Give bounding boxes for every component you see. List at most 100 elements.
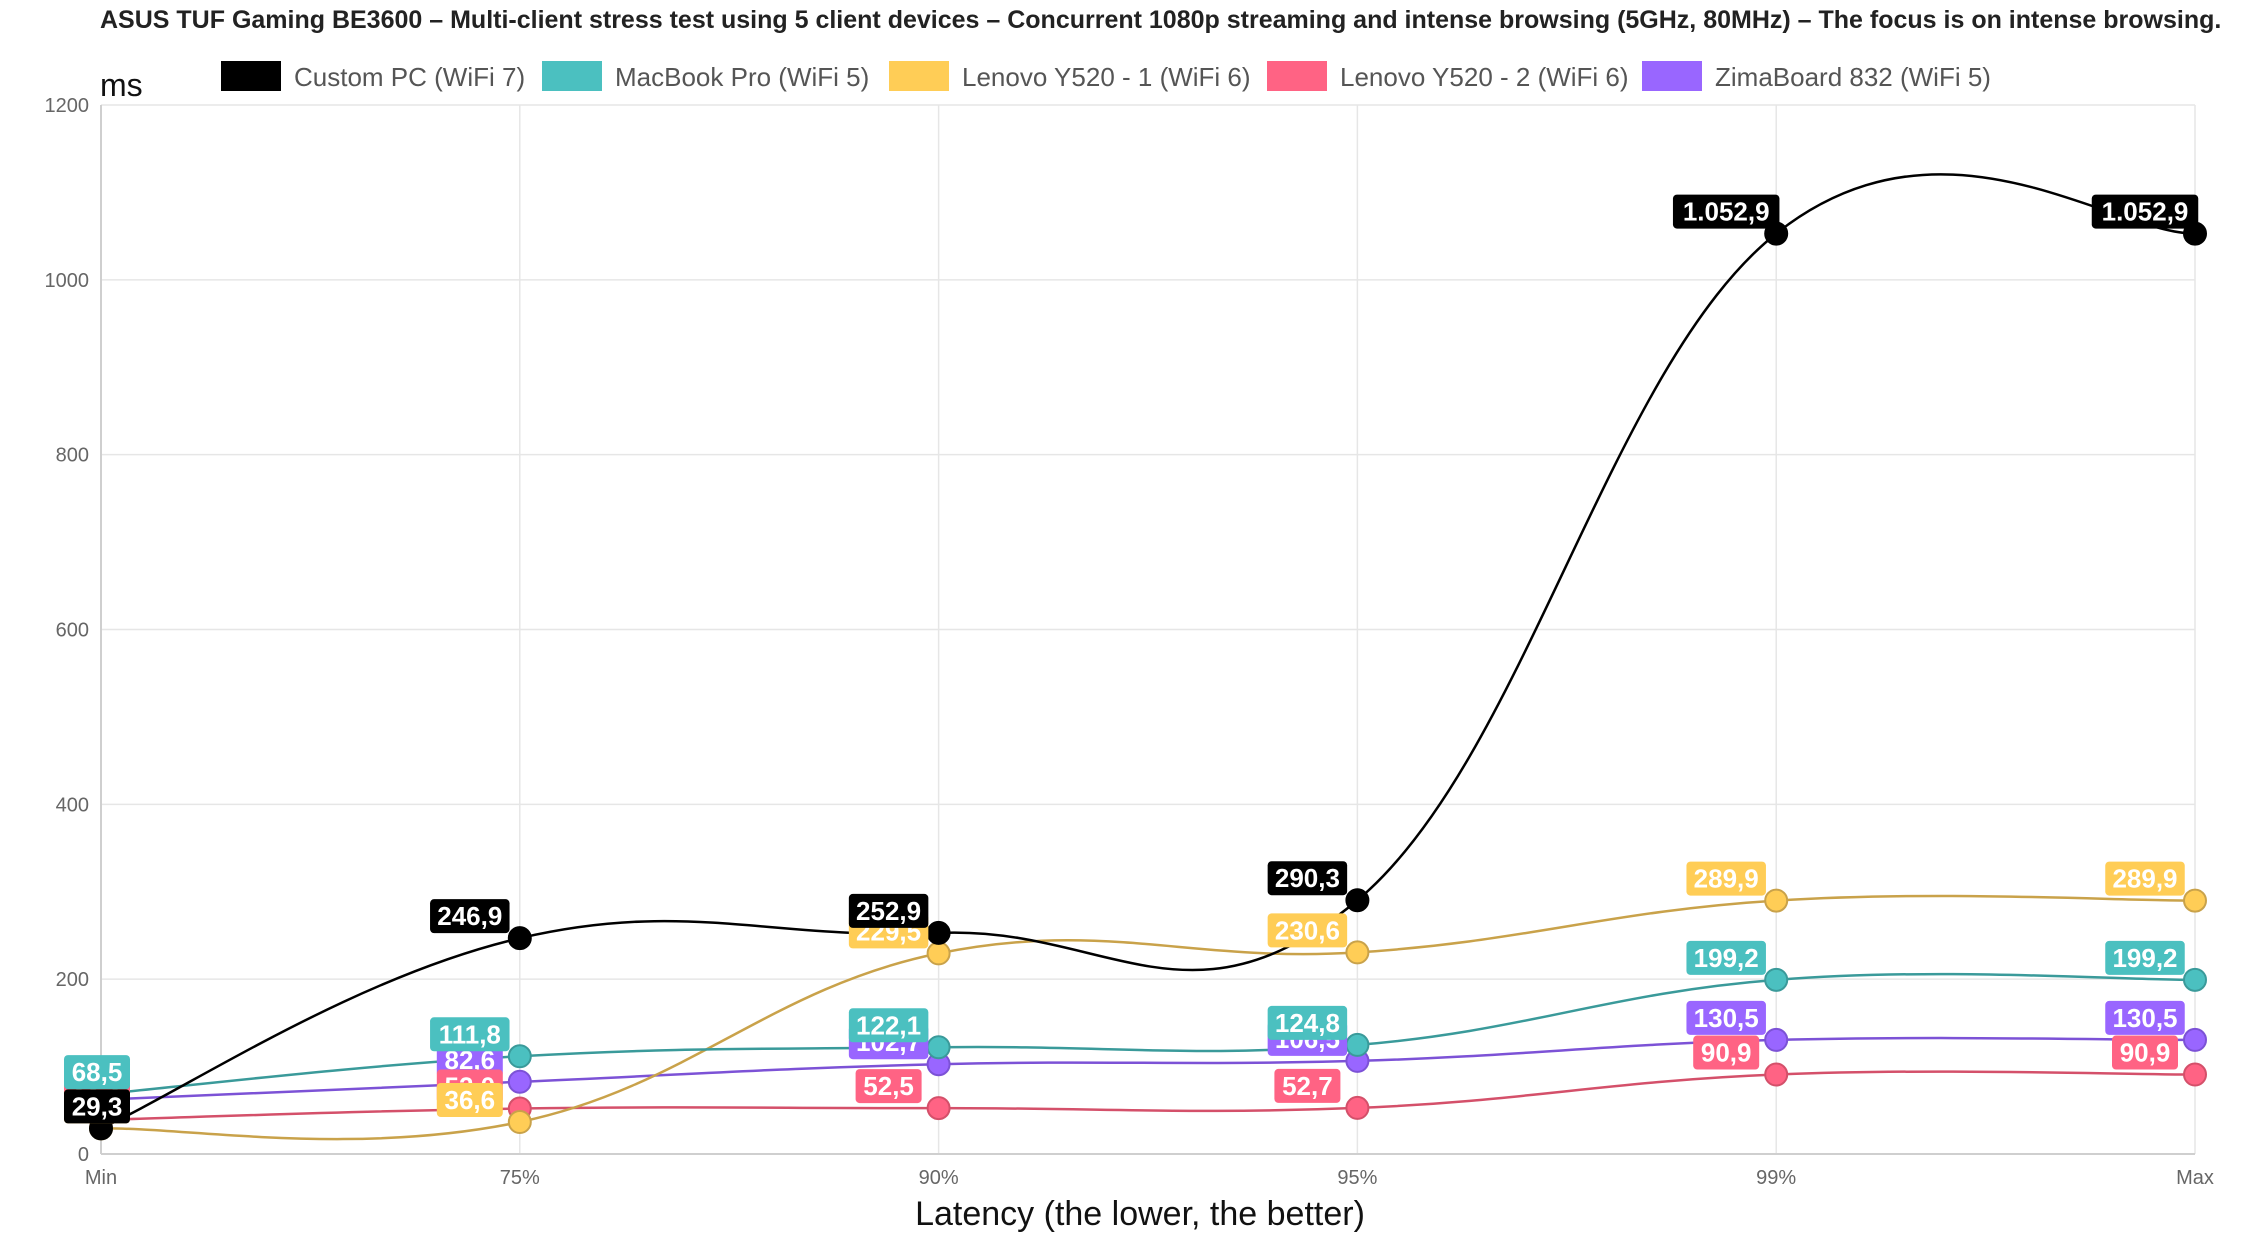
series-line bbox=[100, 972, 2196, 1096]
data-point bbox=[507, 1069, 532, 1094]
data-point bbox=[1764, 1062, 1789, 1087]
x-axis-ticks: Min 75% 90% 95% 99% Max bbox=[85, 1167, 2214, 1189]
data-label-box bbox=[848, 893, 929, 928]
data-label-box bbox=[436, 1042, 503, 1077]
data-point bbox=[926, 1096, 951, 1121]
data-label-box bbox=[1267, 913, 1348, 948]
data-label-box bbox=[1686, 940, 1766, 975]
data-point bbox=[1345, 888, 1370, 913]
series-points bbox=[89, 221, 2207, 1141]
y-tick-label: 1000 bbox=[45, 270, 90, 292]
series-lines bbox=[100, 173, 2196, 1141]
series-line bbox=[100, 1070, 2196, 1122]
data-point bbox=[926, 920, 951, 945]
data-label-box bbox=[430, 899, 510, 934]
legend-label: Custom PC (WiFi 7) bbox=[294, 62, 525, 92]
data-labels: 62,082,6102,7106,5130,5130,539,052,052,5… bbox=[64, 194, 2199, 1124]
data-label: 290,3 bbox=[1275, 863, 1340, 893]
data-label: 130,5 bbox=[2112, 1003, 2177, 1033]
data-label-box bbox=[848, 1008, 929, 1043]
legend: Custom PC (WiFi 7) MacBook Pro (WiFi 5) Le… bbox=[221, 61, 1991, 92]
legend-swatch bbox=[1642, 61, 1702, 91]
data-label: 1.052,9 bbox=[2102, 197, 2189, 227]
y-tick-label: 1200 bbox=[45, 95, 90, 117]
x-tick-label: 99% bbox=[1756, 1167, 1796, 1189]
legend-swatch bbox=[542, 61, 602, 91]
legend-swatch bbox=[889, 61, 949, 91]
data-label: 52,5 bbox=[863, 1071, 914, 1101]
data-point bbox=[2183, 967, 2207, 992]
data-label-box bbox=[436, 1083, 503, 1118]
series-line bbox=[100, 173, 2196, 1130]
data-point bbox=[507, 1110, 532, 1135]
data-point bbox=[2183, 1027, 2207, 1052]
data-label: 230,6 bbox=[1275, 915, 1340, 945]
data-point bbox=[2183, 1062, 2207, 1087]
x-tick-label: 95% bbox=[1337, 1167, 1377, 1189]
x-tick-label: Max bbox=[2176, 1167, 2214, 1189]
data-label-box bbox=[1693, 1035, 1760, 1070]
data-label-box bbox=[1267, 1005, 1348, 1040]
data-label-box bbox=[64, 1089, 130, 1124]
data-label-box bbox=[1686, 861, 1766, 896]
data-label: 252,9 bbox=[856, 896, 921, 926]
data-point bbox=[1764, 888, 1789, 913]
data-label-box bbox=[2105, 1000, 2185, 1035]
x-tick-label: 90% bbox=[919, 1167, 959, 1189]
data-label: 29,3 bbox=[72, 1091, 123, 1121]
data-label: 130,5 bbox=[1694, 1003, 1759, 1033]
x-tick-label: 75% bbox=[500, 1167, 540, 1189]
data-label-box bbox=[1672, 194, 1780, 229]
data-label-box bbox=[2105, 940, 2185, 975]
y-tick-label: 600 bbox=[56, 620, 89, 642]
data-label: 289,9 bbox=[2112, 864, 2177, 894]
data-label: 246,9 bbox=[437, 901, 502, 931]
chart-title: ASUS TUF Gaming BE3600 – Multi-client st… bbox=[100, 6, 2221, 34]
legend-swatch bbox=[221, 61, 281, 91]
legend-label: ZimaBoard 832 (WiFi 5) bbox=[1715, 62, 1991, 92]
x-tick-label: Min bbox=[85, 1167, 117, 1189]
data-label-box bbox=[855, 1069, 922, 1104]
y-axis-ticks: 0 200 400 600 800 1000 1200 bbox=[45, 95, 90, 1166]
legend-swatch bbox=[1267, 61, 1327, 91]
data-point bbox=[507, 1044, 532, 1069]
data-label-box bbox=[1274, 1068, 1341, 1103]
y-tick-label: 200 bbox=[56, 969, 89, 991]
data-point bbox=[507, 926, 532, 951]
data-point bbox=[1764, 1027, 1789, 1052]
data-label: 36,6 bbox=[444, 1085, 495, 1115]
x-axis-label: Latency (the lower, the better) bbox=[915, 1195, 1365, 1233]
data-point bbox=[926, 1035, 951, 1060]
data-label-box bbox=[430, 1017, 510, 1052]
data-point bbox=[2183, 888, 2207, 913]
data-label-box bbox=[1267, 861, 1348, 896]
data-label: 52,7 bbox=[1282, 1071, 1333, 1101]
data-point bbox=[926, 941, 951, 966]
data-point bbox=[1345, 1032, 1370, 1057]
legend-label: Lenovo Y520 - 1 (WiFi 6) bbox=[962, 62, 1251, 92]
data-label: 68,5 bbox=[72, 1057, 123, 1087]
data-label: 90,9 bbox=[2120, 1038, 2171, 1068]
series-line bbox=[100, 894, 2196, 1141]
data-label-box bbox=[2105, 861, 2185, 896]
data-label-box bbox=[2091, 194, 2199, 229]
data-label: 124,8 bbox=[1275, 1008, 1340, 1038]
y-tick-label: 400 bbox=[56, 794, 89, 816]
legend-label: Lenovo Y520 - 2 (WiFi 6) bbox=[1340, 62, 1629, 92]
data-label: 289,9 bbox=[1694, 864, 1759, 894]
data-point bbox=[1345, 1095, 1370, 1120]
data-label-box bbox=[64, 1055, 130, 1090]
series-line bbox=[100, 1036, 2196, 1102]
data-point bbox=[1345, 940, 1370, 965]
data-label-box bbox=[1686, 1000, 1766, 1035]
legend-label: MacBook Pro (WiFi 5) bbox=[615, 62, 869, 92]
data-label: 122,1 bbox=[856, 1010, 921, 1040]
data-label: 199,2 bbox=[2112, 943, 2177, 973]
data-label: 1.052,9 bbox=[1683, 197, 1770, 227]
data-label-box bbox=[2112, 1035, 2178, 1070]
grid bbox=[100, 104, 2196, 1155]
data-label: 199,2 bbox=[1694, 943, 1759, 973]
y-tick-label: 0 bbox=[78, 1144, 89, 1166]
data-label: 90,9 bbox=[1701, 1038, 1752, 1068]
